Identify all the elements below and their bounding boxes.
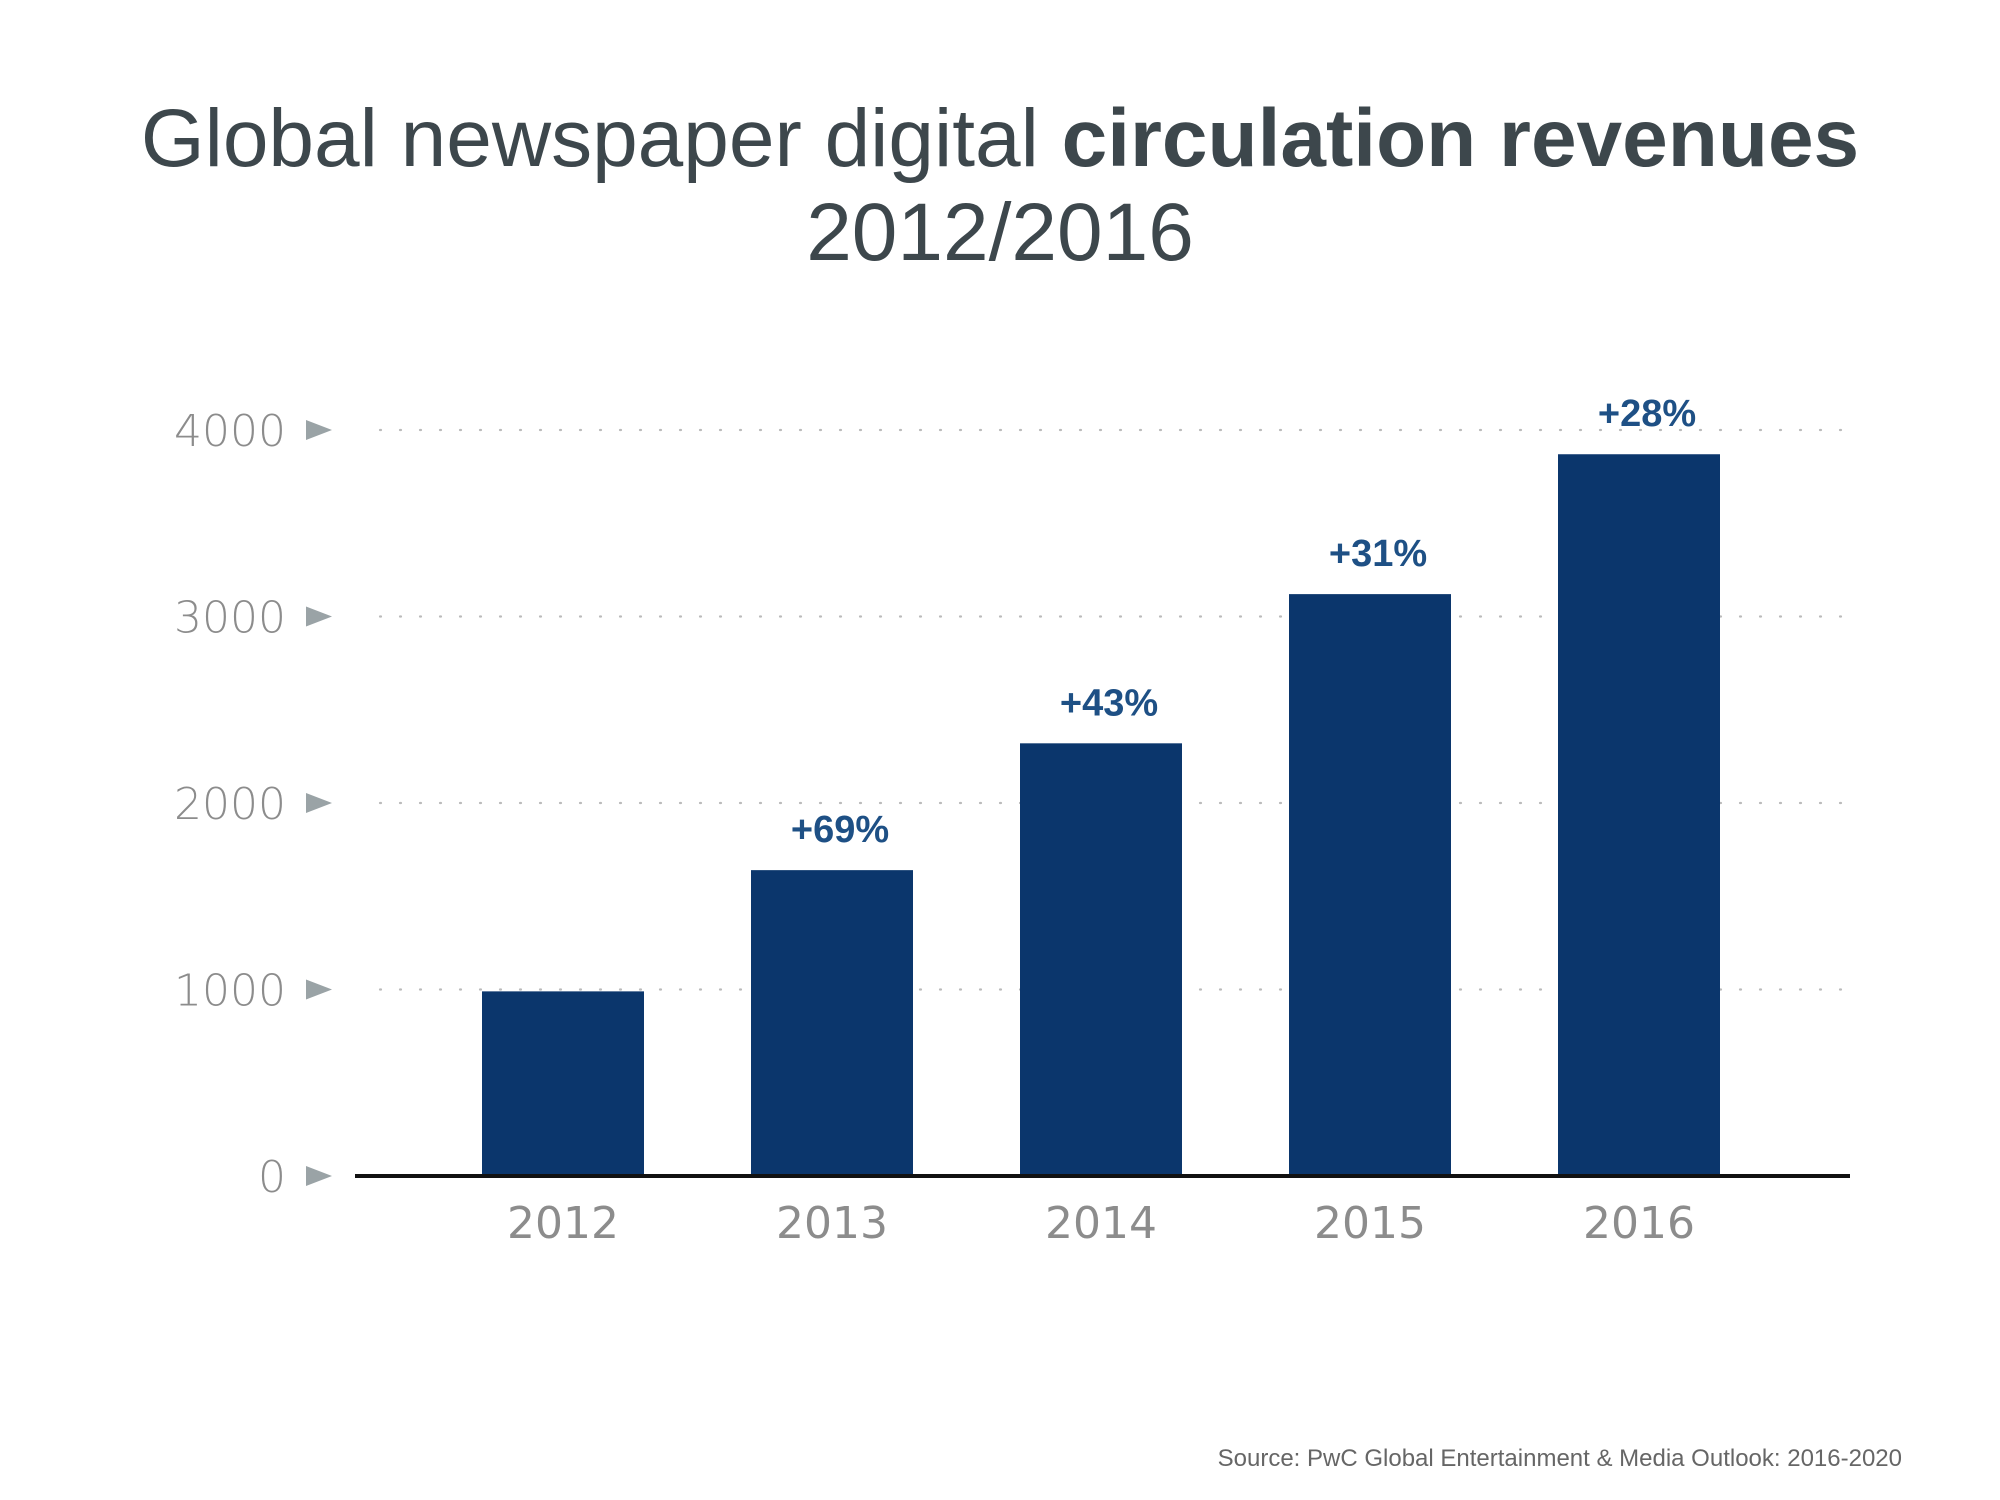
tick-marker-icon bbox=[306, 1166, 332, 1186]
title-years: 2012/2016 bbox=[806, 187, 1194, 278]
x-tick-label: 2012 bbox=[507, 1198, 619, 1249]
bar bbox=[1020, 743, 1182, 1176]
data-labels: +69% +43% +31% +28% bbox=[791, 393, 1696, 851]
x-tick-label: 2016 bbox=[1583, 1198, 1695, 1249]
x-tick-label: 2014 bbox=[1045, 1198, 1157, 1249]
bar bbox=[482, 991, 644, 1176]
bar bbox=[1289, 594, 1451, 1176]
bar bbox=[751, 870, 913, 1176]
tick-marker-icon bbox=[306, 793, 332, 813]
tick-marker-icon bbox=[306, 420, 332, 440]
y-tick-label: 0 bbox=[258, 1152, 286, 1203]
chart-title: Global newspaper digital circulation rev… bbox=[0, 92, 2000, 280]
title-normal: Global newspaper digital bbox=[140, 93, 1062, 184]
x-tick-label: 2013 bbox=[776, 1198, 888, 1249]
bars bbox=[482, 454, 1720, 1176]
data-label: +31% bbox=[1329, 533, 1427, 575]
x-tick-label: 2015 bbox=[1314, 1198, 1426, 1249]
tick-marker-icon bbox=[306, 606, 332, 627]
bar bbox=[1558, 454, 1720, 1176]
source-note: Source: PwC Global Entertainment & Media… bbox=[1217, 1445, 1902, 1472]
y-tick-label: 2000 bbox=[174, 779, 286, 830]
title-bold: circulation revenues bbox=[1061, 93, 1860, 184]
y-tick-label: 1000 bbox=[174, 966, 286, 1017]
data-label: +69% bbox=[791, 809, 889, 851]
y-tick-label: 4000 bbox=[174, 406, 286, 457]
data-label: +43% bbox=[1060, 682, 1158, 724]
data-label: +28% bbox=[1598, 393, 1696, 435]
y-axis-ticks: 0 1000 2000 3000 4000 bbox=[174, 406, 332, 1203]
y-tick-label: 3000 bbox=[174, 593, 286, 644]
x-axis-labels: 2012 2013 2014 2015 2016 bbox=[507, 1198, 1695, 1249]
tick-marker-icon bbox=[306, 979, 332, 1000]
